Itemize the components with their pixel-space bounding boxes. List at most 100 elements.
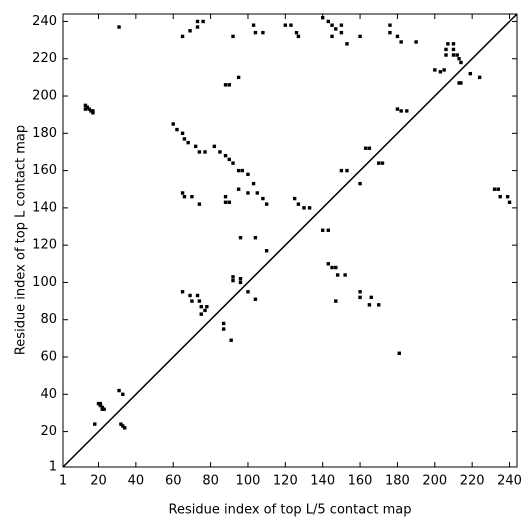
y-tick-label: 60 <box>40 350 57 365</box>
contact-point <box>444 47 448 52</box>
contact-point <box>91 109 95 113</box>
contact-point <box>236 75 241 80</box>
contact-point <box>261 196 265 201</box>
contact-point <box>307 206 312 210</box>
contact-point <box>199 304 203 309</box>
contact-point <box>468 71 472 76</box>
contact-point <box>122 426 127 430</box>
contact-point <box>377 303 381 307</box>
contact-point <box>477 75 482 80</box>
contact-point <box>98 403 103 408</box>
contact-point <box>186 140 190 145</box>
contact-point <box>199 312 203 316</box>
contact-point <box>369 295 373 300</box>
contact-point <box>246 191 250 195</box>
contact-point <box>251 23 256 27</box>
contact-point <box>261 30 265 35</box>
contact-point <box>339 30 344 35</box>
y-tick-label: 20 <box>40 424 57 439</box>
contact-point <box>188 29 192 33</box>
contact-point <box>343 273 347 277</box>
contact-point <box>180 191 185 195</box>
contact-point <box>188 293 192 298</box>
y-tick-label: 40 <box>40 387 57 402</box>
contact-point <box>326 262 331 266</box>
contact-point <box>498 194 502 199</box>
contact-point <box>100 405 104 410</box>
contact-point <box>326 19 331 24</box>
plot-frame <box>62 13 518 468</box>
contact-point <box>302 206 306 210</box>
contact-point <box>102 407 106 411</box>
contact-point <box>203 308 207 313</box>
contact-point <box>91 111 95 115</box>
contact-point <box>496 187 501 191</box>
contact-point <box>334 265 338 270</box>
x-tick-label: 200 <box>422 474 447 489</box>
contact-point <box>180 131 185 136</box>
contact-point <box>236 187 241 191</box>
contact-point <box>223 83 228 87</box>
contact-point <box>446 42 450 46</box>
contact-point <box>289 23 293 27</box>
y-axis-label: Residue index of top L contact map <box>14 125 29 355</box>
contact-point <box>83 107 88 111</box>
contact-point <box>334 299 338 303</box>
contact-point <box>117 388 121 393</box>
x-tick-label: 80 <box>202 474 219 489</box>
y-tick-label: 160 <box>32 163 57 178</box>
y-tick-label: 1 <box>49 460 57 475</box>
contact-point <box>455 53 459 57</box>
y-tick-label: 220 <box>32 51 57 66</box>
contact-point <box>442 68 446 72</box>
x-tick-label: 100 <box>236 474 261 489</box>
contact-point <box>205 304 209 309</box>
contact-point <box>399 109 403 113</box>
contact-point <box>377 161 381 165</box>
contact-point <box>388 23 392 27</box>
contact-point <box>397 351 401 355</box>
contact-point <box>339 23 344 27</box>
contact-point <box>100 407 104 411</box>
contact-point <box>221 321 226 326</box>
contact-point <box>330 34 334 39</box>
contact-point <box>330 265 334 270</box>
contact-point <box>414 40 418 44</box>
x-tick-label: 140 <box>310 474 335 489</box>
contact-point <box>175 127 179 132</box>
contact-point <box>345 168 349 173</box>
contact-point <box>93 422 97 426</box>
contact-point <box>264 202 269 206</box>
contact-point <box>492 187 497 191</box>
contact-point <box>255 191 260 195</box>
y-tick-label: 200 <box>32 89 57 104</box>
contact-point <box>227 157 231 162</box>
contact-point <box>218 150 222 154</box>
y-tick-label: 140 <box>32 200 57 215</box>
contact-point <box>223 194 228 199</box>
contact-point <box>190 299 194 303</box>
contact-point <box>264 249 269 253</box>
contact-point <box>367 303 372 307</box>
contact-point <box>117 25 121 29</box>
y-tick-label: 80 <box>40 312 57 327</box>
contact-point <box>236 168 241 173</box>
x-tick-label: 60 <box>165 474 182 489</box>
contact-point <box>171 122 175 126</box>
contact-point <box>195 25 200 29</box>
y-tick-label: 100 <box>32 275 57 290</box>
y-tick-label: 180 <box>32 126 57 141</box>
x-tick-label: 160 <box>348 474 373 489</box>
contact-point <box>182 194 187 199</box>
contact-point <box>358 295 362 300</box>
y-tick-label: 120 <box>32 238 57 253</box>
contact-point <box>451 53 456 57</box>
contact-point <box>444 53 448 57</box>
contact-point <box>438 70 443 74</box>
contact-point <box>223 153 228 158</box>
contact-point <box>399 40 403 44</box>
x-tick-label: 220 <box>460 474 485 489</box>
contact-point <box>231 161 235 165</box>
contact-point <box>505 194 510 199</box>
